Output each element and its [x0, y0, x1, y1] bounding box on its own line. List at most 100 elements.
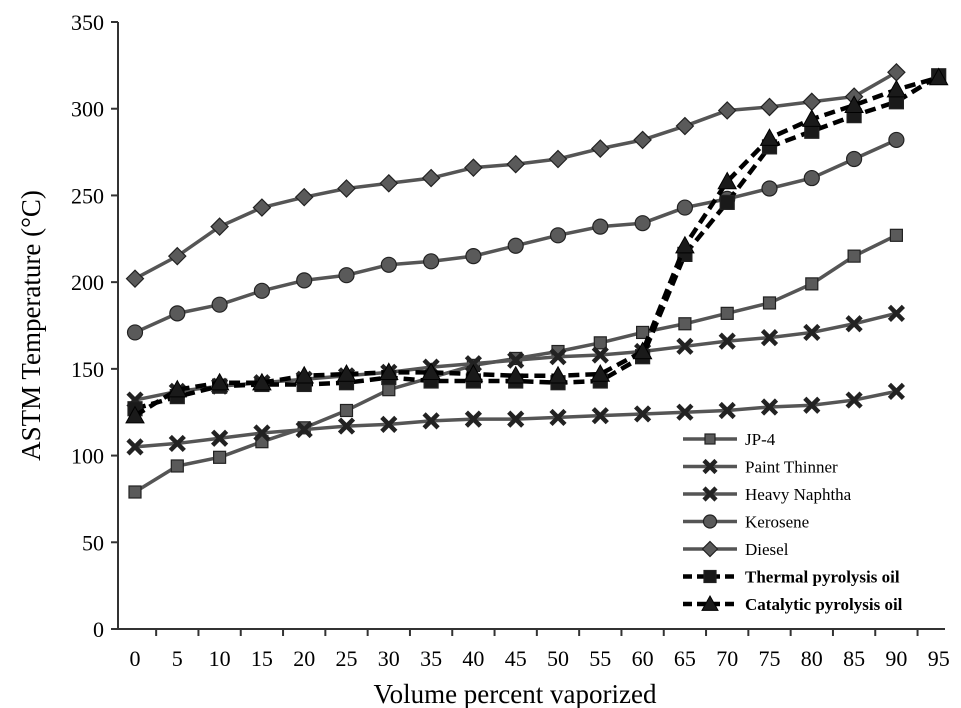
data-point: [252, 372, 272, 391]
data-point: [253, 424, 271, 442]
data-point: [887, 382, 905, 400]
data-point: [803, 169, 820, 187]
data-point: [593, 336, 607, 350]
data-point: [888, 131, 905, 149]
data-point: [126, 324, 144, 341]
data-point: [421, 362, 441, 381]
x-tick-label: 60: [632, 646, 654, 671]
series-layer: [125, 62, 949, 499]
data-point: [422, 412, 440, 430]
data-point: [210, 217, 229, 236]
legend-marker: [703, 569, 717, 584]
data-point: [253, 282, 270, 299]
data-point: [423, 253, 440, 270]
legend-marker: [702, 458, 718, 475]
x-tick-label: 55: [589, 646, 611, 671]
data-point: [928, 67, 949, 86]
y-tick-label: 50: [82, 530, 104, 555]
legend-item: Diesel: [683, 540, 789, 559]
x-tick-label: 5: [172, 646, 183, 671]
data-point: [464, 410, 482, 428]
data-point: [167, 246, 187, 266]
data-point: [592, 218, 609, 235]
data-point: [718, 401, 736, 420]
data-point: [548, 149, 568, 169]
legend-label: Diesel: [745, 540, 789, 559]
x-tick-label: 90: [885, 646, 907, 671]
legend-label: JP-4: [745, 430, 776, 449]
data-point: [676, 199, 694, 216]
y-tick-label: 250: [71, 183, 104, 208]
data-point: [296, 272, 313, 289]
data-point: [889, 228, 904, 242]
data-point: [506, 154, 526, 174]
legend-marker: [701, 594, 719, 611]
data-point: [634, 215, 651, 232]
data-point: [209, 372, 230, 391]
data-point: [717, 101, 737, 120]
data-point: [337, 179, 356, 198]
data-point: [380, 415, 398, 433]
data-point: [591, 346, 609, 364]
data-point: [718, 332, 736, 350]
legend-item: Paint Thinner: [683, 458, 838, 477]
x-axis-ticks: 0 5 10 15 20 25 30 35 40 45 50 55 60 65 70 75 80 85 90 95: [130, 629, 950, 671]
legend-marker: [702, 486, 718, 502]
x-tick-label: 65: [674, 646, 696, 671]
y-tick-label: 100: [71, 444, 104, 469]
x-axis-title: Volume percent vaporized: [374, 679, 657, 708]
data-point: [634, 405, 652, 423]
data-point: [632, 341, 653, 360]
legend-label: Thermal pyrolysis oil: [745, 568, 900, 587]
data-point: [845, 315, 863, 333]
data-point: [549, 408, 567, 427]
data-point: [845, 391, 863, 409]
data-point: [295, 420, 313, 439]
legend-label: Paint Thinner: [745, 458, 838, 477]
data-point: [379, 173, 399, 193]
legend: JP-4 Paint Thinner Heavy Naphtha Kerosene Di…: [683, 430, 903, 614]
data-point: [252, 198, 272, 217]
data-point: [338, 267, 355, 284]
series-diesel: [125, 62, 906, 289]
y-tick-label: 350: [71, 10, 104, 35]
x-tick-label: 95: [928, 646, 950, 671]
data-point: [720, 306, 734, 320]
data-point: [717, 171, 738, 190]
data-point: [548, 365, 568, 384]
y-axis-ticks: 0 50 100 150 200 250 300 350: [71, 10, 118, 642]
data-point: [507, 351, 525, 369]
legend-marker: [701, 540, 719, 558]
legend-item: Heavy Naphtha: [683, 485, 852, 504]
data-point: [719, 194, 735, 210]
data-point: [336, 364, 357, 382]
y-tick-label: 150: [71, 357, 104, 382]
data-point: [803, 396, 821, 414]
data-point: [759, 128, 780, 146]
data-point: [676, 403, 694, 421]
data-point: [633, 130, 652, 150]
data-point: [211, 429, 229, 447]
y-tick-label: 300: [71, 97, 104, 122]
data-point: [380, 256, 397, 273]
x-tick-label: 85: [843, 646, 865, 671]
data-point: [213, 450, 227, 464]
data-point: [339, 403, 354, 418]
legend-item: JP-4: [683, 430, 776, 449]
legend-item: Kerosene: [683, 513, 809, 532]
data-point: [549, 227, 567, 244]
data-point: [382, 383, 396, 397]
data-point: [549, 348, 567, 366]
data-point: [170, 459, 184, 473]
data-point: [678, 317, 692, 331]
data-point: [801, 109, 822, 127]
x-tick-label: 50: [547, 646, 569, 671]
legend-marker: [702, 514, 718, 529]
legend-label: Catalytic pyrolysis oil: [745, 595, 903, 614]
data-point: [464, 355, 482, 373]
x-tick-label: 20: [293, 646, 315, 671]
data-point: [844, 95, 864, 113]
data-point: [805, 277, 819, 291]
data-point: [845, 150, 863, 168]
legend-item: Thermal pyrolysis oil: [683, 568, 900, 587]
